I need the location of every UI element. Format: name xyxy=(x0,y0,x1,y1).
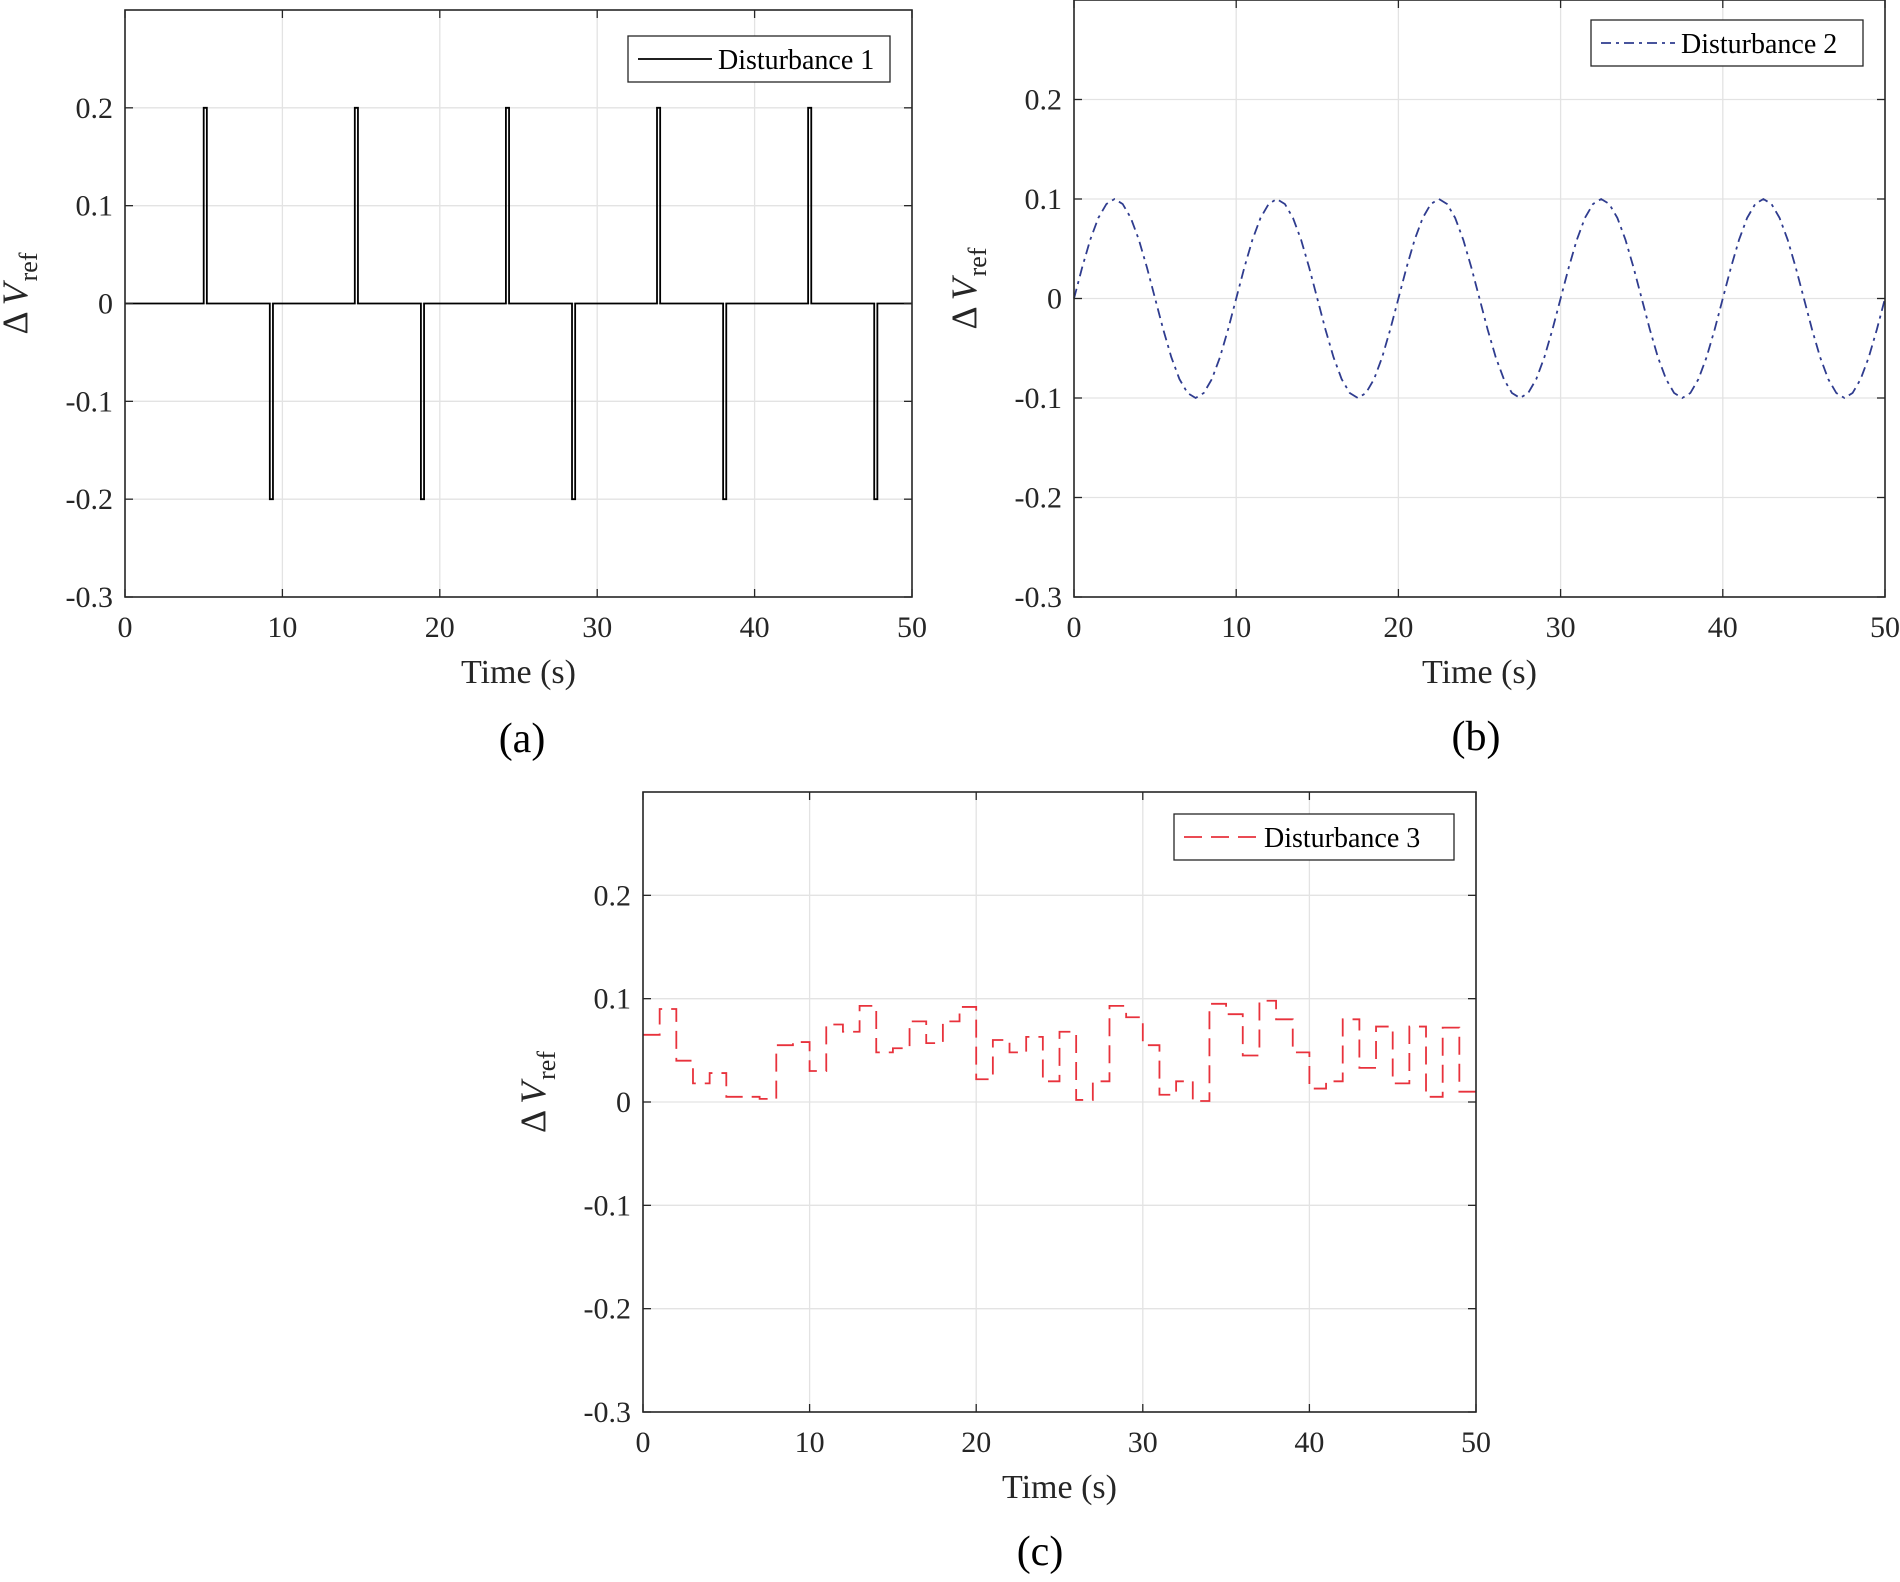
series-line-1 xyxy=(125,106,912,501)
x-tick-label: 50 xyxy=(1870,611,1900,644)
x-tick-label: 30 xyxy=(1128,1426,1158,1459)
chart-panel-1: 0 10 20 30 40 50 -0.3 -0.2 -0.1 0 0.1 0.2 Time (s) ΔV… xyxy=(0,9,927,762)
legend-label: Disturbance 3 xyxy=(1264,823,1420,854)
x-tick-label: 0 xyxy=(636,1426,651,1459)
y-label-delta: Δ xyxy=(944,306,984,329)
x-axis-label: Time (s) xyxy=(1422,654,1537,691)
chart-panel-2: 0 10 20 30 40 50 -0.3 -0.2 -0.1 0 0.1 0.2 Time (s) ΔV… xyxy=(944,0,1900,760)
x-tick-label: 50 xyxy=(897,611,927,644)
y-label-delta: Δ xyxy=(513,1110,553,1133)
x-tick-label: 30 xyxy=(582,611,612,644)
y-tick-label: 0.1 xyxy=(1025,183,1063,216)
y-tick-label: -0.3 xyxy=(584,1396,632,1429)
series-line-1 xyxy=(1073,197,1886,400)
x-tick-label: 10 xyxy=(795,1426,825,1459)
y-tick-label: 0 xyxy=(98,288,113,321)
y-tick-label: 0 xyxy=(1047,283,1062,316)
x-tick-label: 40 xyxy=(1294,1426,1324,1459)
panel-label: (b) xyxy=(1452,714,1501,760)
y-tick-label: -0.2 xyxy=(584,1293,632,1326)
y-tick-label: 0.2 xyxy=(76,92,114,125)
x-tick-label: 20 xyxy=(961,1426,991,1459)
y-label-delta: Δ xyxy=(0,311,35,334)
y-tick-label: -0.2 xyxy=(66,483,114,516)
y-tick-label: -0.1 xyxy=(584,1189,632,1222)
legend-label: Disturbance 1 xyxy=(718,45,874,76)
x-tick-label: 20 xyxy=(425,611,455,644)
y-tick-label: 0.2 xyxy=(594,879,632,912)
x-axis-label: Time (s) xyxy=(461,654,576,691)
x-tick-label: 10 xyxy=(1221,611,1251,644)
chart-panel-3: 0 10 20 30 40 50 -0.3 -0.2 -0.1 0 0.1 0.2 Time (s) ΔV… xyxy=(513,791,1491,1575)
y-tick-label: 0.1 xyxy=(76,190,114,223)
x-tick-label: 10 xyxy=(267,611,297,644)
y-tick-label: 0.2 xyxy=(1025,84,1063,117)
y-label-var: V xyxy=(0,279,35,305)
y-label-sub: ref xyxy=(14,252,43,281)
y-label-sub: ref xyxy=(532,1051,561,1080)
y-tick-label: -0.1 xyxy=(66,385,114,418)
y-tick-label: -0.3 xyxy=(66,581,114,614)
y-tick-label: -0.2 xyxy=(1015,482,1063,515)
y-tick-label: -0.3 xyxy=(1015,581,1063,614)
x-tick-label: 50 xyxy=(1461,1426,1491,1459)
x-tick-label: 20 xyxy=(1383,611,1413,644)
y-axis-label: ΔVref xyxy=(944,247,992,329)
panel-label: (a) xyxy=(499,716,546,762)
x-tick-label: 0 xyxy=(1067,611,1082,644)
series-line-1 xyxy=(643,999,1476,1102)
legend: Disturbance 2 xyxy=(1590,19,1864,67)
legend: Disturbance 3 xyxy=(1173,813,1455,861)
x-tick-label: 0 xyxy=(118,611,133,644)
x-tick-label: 40 xyxy=(740,611,770,644)
x-tick-label: 40 xyxy=(1708,611,1738,644)
panel-label: (c) xyxy=(1017,1529,1064,1575)
y-label-var: V xyxy=(944,274,984,300)
legend: Disturbance 1 xyxy=(627,35,891,83)
y-tick-label: 0.1 xyxy=(594,983,632,1016)
x-axis-label: Time (s) xyxy=(1002,1469,1117,1506)
x-tick-label: 30 xyxy=(1546,611,1576,644)
y-axis-label: ΔVref xyxy=(0,252,43,334)
y-label-var: V xyxy=(513,1078,553,1104)
legend-box xyxy=(1590,19,1864,67)
y-label-sub: ref xyxy=(963,247,992,276)
legend-label: Disturbance 2 xyxy=(1681,29,1837,60)
y-tick-label: 0 xyxy=(616,1086,631,1119)
y-tick-label: -0.1 xyxy=(1015,382,1063,415)
y-axis-label: ΔVref xyxy=(513,1051,561,1133)
